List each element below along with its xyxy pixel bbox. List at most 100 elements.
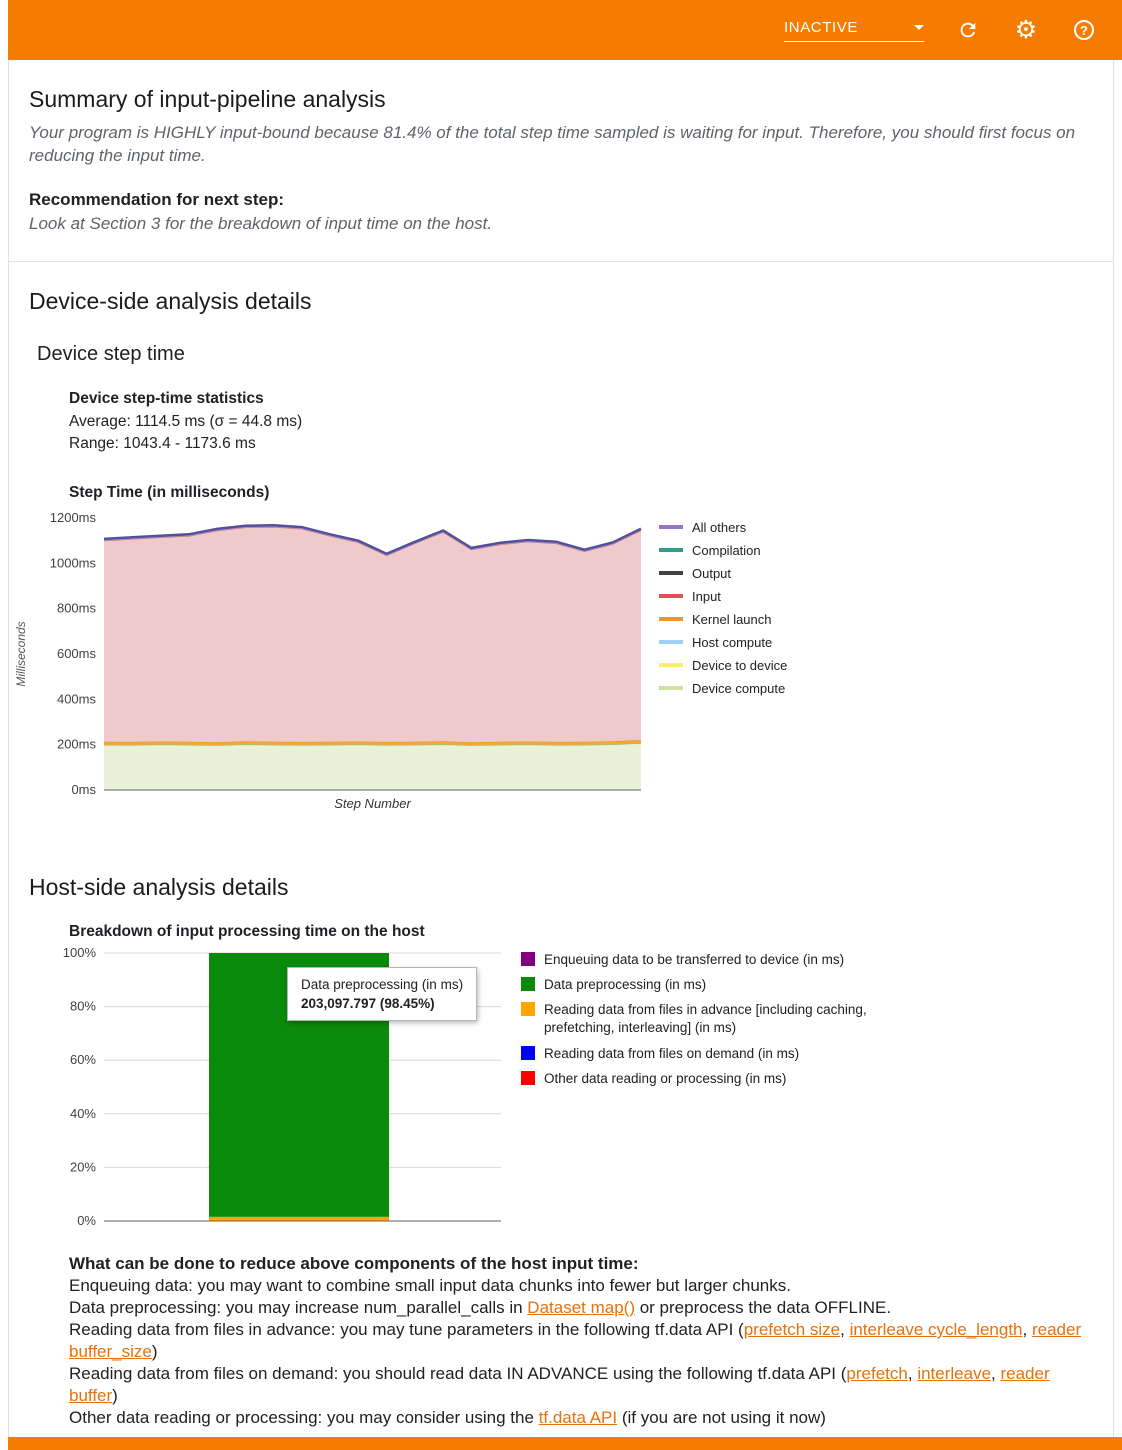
- svg-text:60%: 60%: [70, 1052, 96, 1067]
- advice-line: Data preprocessing: you may increase num…: [69, 1297, 892, 1317]
- legend-swatch: [659, 571, 683, 576]
- legend-swatch: [659, 617, 683, 622]
- capture-status-dropdown[interactable]: INACTIVE: [784, 19, 924, 42]
- topbar: INACTIVE ⚙ ?: [8, 0, 1122, 60]
- host-section-title: Host-side analysis details: [29, 873, 289, 900]
- step-time-chart[interactable]: 0ms 200ms 400ms 600ms 800ms 1000ms 1200ms Step …: [9, 506, 649, 814]
- legend-label: Kernel launch: [692, 611, 772, 627]
- settings-gear-icon[interactable]: ⚙: [1012, 16, 1040, 44]
- legend-swatch: [521, 951, 535, 966]
- help-glyph: ?: [1074, 20, 1094, 40]
- svg-text:200ms: 200ms: [57, 736, 97, 751]
- svg-text:20%: 20%: [70, 1159, 96, 1174]
- legend-item: Kernel launch: [659, 612, 787, 627]
- legend-swatch: [521, 1070, 535, 1085]
- status-label: INACTIVE: [784, 18, 858, 36]
- step-time-chart-area: 0ms 200ms 400ms 600ms 800ms 1000ms 1200ms Step …: [9, 506, 1113, 820]
- svg-text:100%: 100%: [63, 945, 97, 960]
- advice-link[interactable]: prefetch: [846, 1364, 908, 1384]
- device-section-title: Device-side analysis details: [29, 288, 312, 315]
- host-chart-title: Breakdown of input processing time on th…: [69, 922, 425, 940]
- advice-link[interactable]: Dataset map(): [527, 1297, 635, 1317]
- legend-swatch: [521, 1045, 535, 1060]
- tooltip-title: Data preprocessing (in ms): [301, 976, 464, 992]
- legend-swatch: [659, 686, 683, 691]
- legend-label: Compilation: [692, 542, 761, 558]
- advice-lines: Enqueuing data: you may want to combine …: [69, 1275, 1089, 1430]
- svg-text:600ms: 600ms: [57, 646, 97, 661]
- legend-label: Data preprocessing (in ms): [544, 976, 707, 992]
- advice-title: What can be done to reduce above compone…: [69, 1253, 639, 1273]
- svg-text:0ms: 0ms: [71, 782, 96, 797]
- legend-label: Enqueuing data to be transferred to devi…: [544, 951, 845, 967]
- caret-down-icon: [914, 24, 924, 30]
- legend-item: All others: [659, 520, 787, 535]
- stats-average: Average: 1114.5 ms (σ = 44.8 ms): [69, 412, 303, 430]
- legend-swatch: [659, 663, 683, 668]
- legend-swatch: [521, 1002, 535, 1017]
- svg-text:800ms: 800ms: [57, 600, 97, 615]
- advice-link[interactable]: tf.data API: [538, 1408, 618, 1428]
- legend-label: Device to device: [692, 657, 788, 673]
- summary-section: Summary of input-pipeline analysis Your …: [9, 86, 1113, 235]
- advice-link[interactable]: interleave cycle_length: [849, 1320, 1023, 1340]
- host-advice: What can be done to reduce above compone…: [69, 1253, 1089, 1430]
- advice-line: Reading data from files in advance: you …: [69, 1320, 1082, 1362]
- legend-item: Input: [659, 589, 787, 604]
- legend-item: Data preprocessing (in ms): [521, 976, 873, 994]
- svg-text:Step Number: Step Number: [334, 796, 411, 811]
- device-step-time-stats: Device step-time statistics Average: 111…: [69, 388, 1113, 455]
- svg-text:400ms: 400ms: [57, 691, 97, 706]
- tooltip-value: 203,097.797 (98.45%): [301, 995, 435, 1011]
- legend-swatch: [659, 525, 683, 530]
- recommendation-body: Look at Section 3 for the breakdown of i…: [29, 213, 493, 233]
- legend-item: Enqueuing data to be transferred to devi…: [521, 951, 873, 969]
- legend-label: All others: [692, 519, 747, 535]
- stats-range: Range: 1043.4 - 1173.6 ms: [69, 435, 256, 453]
- legend-item: Reading data from files in advance [incl…: [521, 1001, 873, 1037]
- legend-item: Host compute: [659, 635, 787, 650]
- device-step-time-title: Device step time: [37, 343, 185, 366]
- refresh-icon-glyph: [960, 22, 976, 38]
- host-breakdown-chart-area: 0% 20% 40% 60% 80% 100% Enqueuing data to be …: [9, 945, 1113, 1237]
- step-time-legend: All others Compilation Output Input Kernel l…: [659, 520, 787, 704]
- svg-text:80%: 80%: [70, 998, 96, 1013]
- legend-label: Device compute: [692, 680, 786, 696]
- host-side-section: Host-side analysis details Breakdown of …: [9, 874, 1113, 1430]
- advice-line: Other data reading or processing: you ma…: [69, 1408, 826, 1428]
- legend-item: Reading data from files on demand (in ms…: [521, 1045, 873, 1063]
- host-breakdown-legend: Enqueuing data to be transferred to devi…: [521, 951, 873, 1095]
- help-icon[interactable]: ?: [1070, 16, 1098, 44]
- legend-swatch: [659, 548, 683, 553]
- advice-link[interactable]: reader buffer: [69, 1364, 1050, 1406]
- legend-label: Reading data from files in advance [incl…: [544, 1002, 867, 1036]
- legend-swatch: [659, 594, 683, 599]
- legend-swatch: [521, 976, 535, 991]
- device-side-section: Device-side analysis details Device step…: [9, 262, 1113, 819]
- svg-text:1000ms: 1000ms: [50, 555, 97, 570]
- svg-text:0%: 0%: [77, 1213, 96, 1228]
- gear-glyph: ⚙: [1014, 15, 1038, 44]
- legend-label: Input: [692, 588, 721, 604]
- step-time-chart-title: Step Time (in milliseconds): [69, 483, 270, 501]
- advice-line: Reading data from files on demand: you s…: [69, 1364, 1050, 1406]
- legend-label: Reading data from files on demand (in ms…: [544, 1045, 800, 1061]
- stats-title: Device step-time statistics: [69, 390, 264, 408]
- legend-item: Output: [659, 566, 787, 581]
- summary-body: Your program is HIGHLY input-bound becau…: [29, 123, 1076, 166]
- content: Summary of input-pipeline analysis Your …: [8, 60, 1114, 1450]
- svg-text:Milliseconds: Milliseconds: [14, 621, 28, 686]
- legend-item: Device to device: [659, 658, 787, 673]
- legend-label: Output: [692, 565, 732, 581]
- advice-link[interactable]: interleave: [917, 1364, 992, 1384]
- advice-link[interactable]: reader buffer_size: [69, 1320, 1082, 1362]
- refresh-icon[interactable]: [954, 16, 982, 44]
- advice-link[interactable]: prefetch size: [743, 1320, 841, 1340]
- advice-line: Enqueuing data: you may want to combine …: [69, 1275, 791, 1295]
- legend-label: Other data reading or processing (in ms): [544, 1070, 787, 1086]
- section-divider: [9, 261, 1113, 263]
- legend-item: Other data reading or processing (in ms): [521, 1070, 873, 1088]
- chart-tooltip: Data preprocessing (in ms) 203,097.797 (…: [287, 966, 478, 1021]
- svg-text:40%: 40%: [70, 1106, 96, 1121]
